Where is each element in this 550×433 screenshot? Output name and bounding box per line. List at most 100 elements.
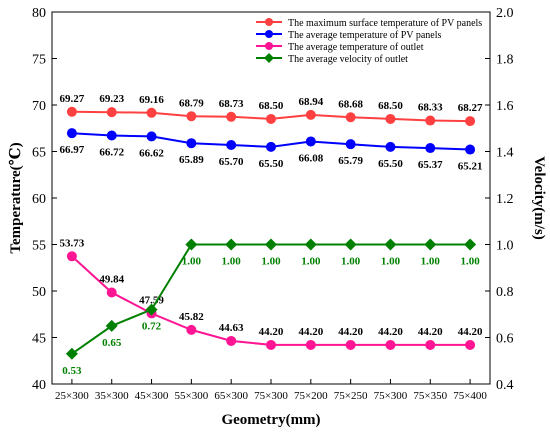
data-point-marker	[344, 238, 357, 251]
y-left-tick-label: 80	[32, 6, 46, 21]
data-label: 69.16	[139, 94, 164, 106]
data-label: 66.72	[99, 147, 124, 159]
data-point-marker	[385, 339, 396, 350]
data-label: 44.20	[259, 326, 284, 338]
data-point-marker	[66, 128, 77, 139]
x-tick-label: 65×300	[214, 390, 248, 402]
data-point-marker	[226, 335, 237, 346]
data-label: 44.63	[219, 322, 244, 334]
data-label: 68.68	[338, 98, 363, 110]
data-point-marker	[464, 238, 477, 251]
data-label: 0.72	[142, 321, 162, 333]
data-point-marker	[424, 238, 437, 251]
data-label: 44.20	[378, 326, 403, 338]
series-4: 0.53 0.65 0.72 1.00 1.00 1.00 1.00 1.00 1.00 1.00…	[62, 238, 480, 377]
x-tick-label: 45×300	[135, 390, 169, 402]
data-point-marker	[305, 339, 316, 350]
data-point-marker	[105, 319, 118, 332]
data-label: 45.82	[179, 311, 204, 323]
x-tick-label: 75×250	[334, 390, 368, 402]
legend-marker	[264, 53, 274, 63]
legend: The maximum surface temperature of PV pa…	[256, 18, 482, 65]
y-right-tick-label: 0.4	[496, 378, 514, 393]
data-point-marker	[385, 141, 396, 152]
x-tick-label: 35×300	[95, 390, 129, 402]
data-point-marker	[266, 113, 276, 124]
y-left-tick-label: 60	[32, 192, 46, 207]
data-point-marker	[106, 287, 117, 298]
data-point-marker	[465, 144, 476, 155]
data-point-marker	[305, 136, 316, 147]
y-left-tick-label: 50	[32, 285, 46, 300]
legend-item: The average velocity of outlet	[256, 53, 408, 65]
data-point-marker	[225, 238, 238, 251]
x-tick-label: 75×200	[294, 390, 328, 402]
data-label: 69.27	[60, 93, 85, 105]
data-point-marker	[425, 339, 436, 350]
left-axis-ticks: 40 45 50 55 60 65 70 75 80	[32, 6, 57, 393]
y-axis-left-title: Temperature(℃)	[8, 142, 24, 253]
y-left-tick-label: 70	[32, 99, 46, 114]
legend-label: The average temperature of outlet	[288, 42, 424, 53]
legend-item: The average temperature of PV panels	[256, 30, 441, 41]
y-left-tick-label: 40	[32, 378, 46, 393]
y-right-tick-label: 1.4	[496, 146, 514, 161]
series-layer: 69.27 69.23 69.16 68.79 68.73 68.50 68.94 68.68…	[60, 93, 483, 377]
data-point-marker	[185, 238, 198, 251]
data-point-marker	[226, 111, 237, 122]
data-label: 49.84	[99, 273, 124, 285]
data-point-marker	[425, 143, 436, 154]
x-axis-ticks: 25×300 35×300 45×300 55×300 65×300 75×300 75×2…	[55, 379, 487, 402]
data-label: 1.00	[460, 256, 480, 268]
data-label: 65.50	[378, 158, 403, 170]
data-label: 1.00	[341, 256, 361, 268]
legend-label: The average temperature of PV panels	[288, 30, 441, 41]
data-label: 65.70	[219, 156, 244, 168]
data-label: 65.79	[338, 155, 363, 167]
y-left-tick-label: 65	[32, 146, 46, 161]
data-label: 44.20	[458, 326, 483, 338]
data-point-marker	[345, 339, 356, 350]
data-label: 1.00	[222, 256, 242, 268]
data-point-marker	[345, 112, 356, 123]
y-right-tick-label: 0.6	[496, 332, 514, 347]
data-point-marker	[385, 113, 396, 124]
y-left-tick-label: 55	[32, 239, 46, 254]
x-tick-label: 75×300	[254, 390, 288, 402]
data-point-marker	[66, 251, 77, 262]
data-label: 66.62	[139, 147, 164, 159]
data-label: 0.65	[102, 337, 122, 349]
data-point-marker	[146, 131, 157, 142]
data-label: 66.08	[298, 152, 323, 164]
data-label: 44.20	[338, 326, 363, 338]
data-label: 1.00	[182, 256, 202, 268]
legend-marker	[265, 42, 273, 50]
data-point-marker	[465, 339, 476, 350]
data-point-marker	[186, 111, 197, 122]
data-point-marker	[265, 238, 277, 251]
series-2: 66.97 66.72 66.62 65.89 65.70 65.50 66.08 65.79…	[60, 128, 483, 173]
data-point-marker	[186, 138, 197, 149]
data-label: 1.00	[261, 256, 281, 268]
x-tick-label: 75×350	[413, 390, 447, 402]
data-label: 68.27	[458, 102, 483, 114]
y-right-tick-label: 1.6	[496, 99, 514, 114]
data-point-marker	[266, 141, 276, 152]
data-label: 68.94	[298, 96, 323, 108]
data-point-marker	[465, 116, 476, 127]
data-point-marker	[66, 106, 77, 117]
data-label: 65.21	[458, 161, 483, 173]
legend-marker	[265, 18, 273, 26]
legend-item: The maximum surface temperature of PV pa…	[256, 18, 482, 29]
data-label: 69.23	[99, 93, 124, 105]
x-axis-title: Geometry(mm)	[221, 412, 320, 428]
data-point-marker	[106, 130, 117, 141]
x-tick-label: 75×300	[374, 390, 408, 402]
y-axis-right-title: Velocity(m/s)	[531, 156, 547, 240]
data-label: 53.73	[60, 237, 85, 249]
data-label: 65.37	[418, 159, 443, 171]
data-label: 68.73	[219, 98, 244, 110]
data-point-marker	[146, 107, 157, 118]
